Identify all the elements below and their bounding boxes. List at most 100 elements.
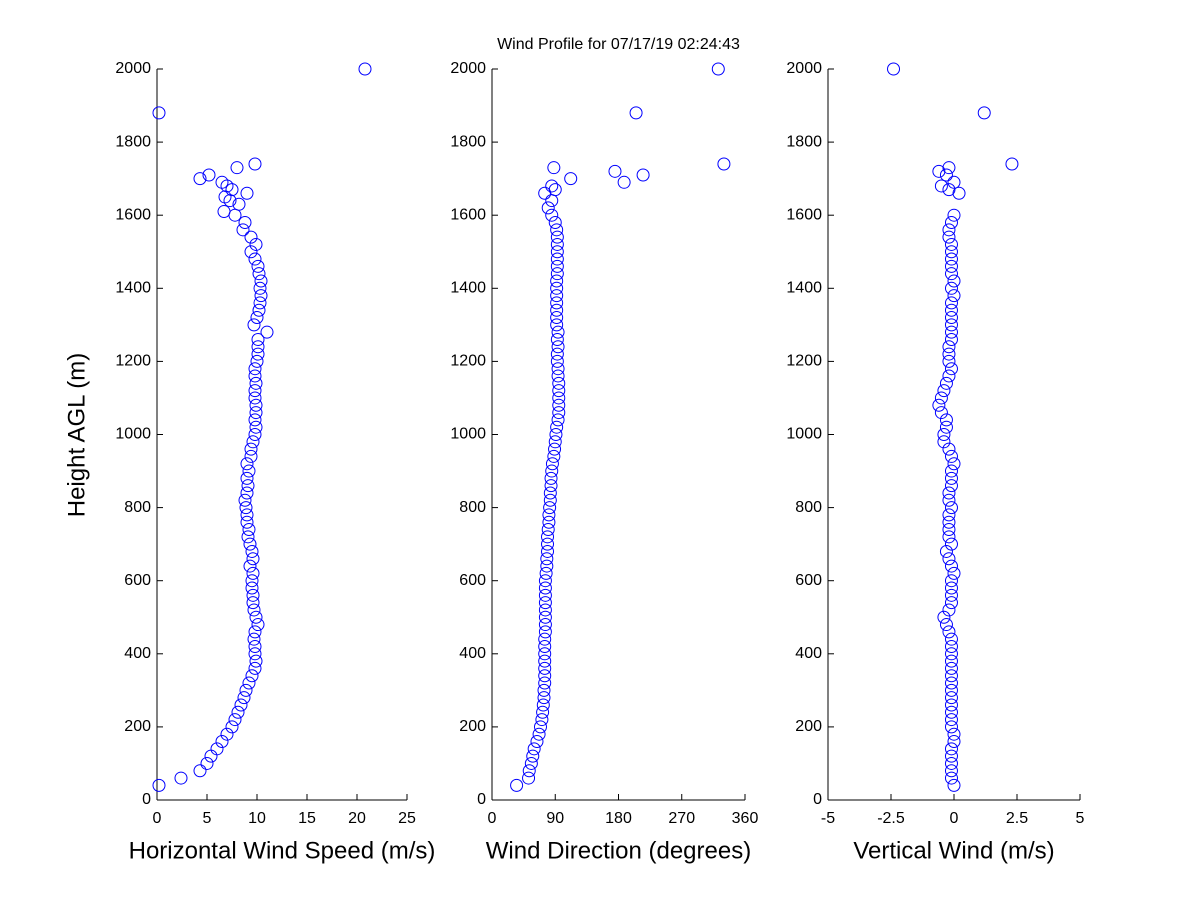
data-point <box>243 559 257 573</box>
data-point <box>944 537 958 551</box>
y-tick-label: 1000 <box>115 426 151 443</box>
data-point <box>550 354 564 368</box>
data-point <box>174 771 188 785</box>
data-point <box>225 183 239 197</box>
data-point <box>551 325 565 339</box>
data-point <box>244 245 258 259</box>
data-point <box>548 435 562 449</box>
data-point <box>932 398 946 412</box>
data-point <box>944 449 958 463</box>
data-point <box>240 471 254 485</box>
data-point <box>547 161 561 175</box>
data-point <box>544 471 558 485</box>
data-point <box>550 230 564 244</box>
data-point <box>238 493 252 507</box>
data-point <box>934 406 948 420</box>
y-tick-label: 1600 <box>115 206 151 223</box>
y-tick-label: 600 <box>124 572 151 589</box>
data-point <box>538 669 552 683</box>
data-point <box>947 175 961 189</box>
data-point <box>538 625 552 639</box>
data-point <box>248 413 262 427</box>
y-tick-label: 600 <box>459 572 486 589</box>
data-point <box>246 435 260 449</box>
data-point <box>552 406 566 420</box>
data-point <box>550 259 564 273</box>
data-point <box>944 647 958 661</box>
data-point <box>952 186 966 200</box>
data-point <box>200 756 214 770</box>
y-tick-label: 0 <box>813 791 822 808</box>
y-tick-label: 1200 <box>450 353 486 370</box>
data-point <box>543 493 557 507</box>
data-point <box>248 647 262 661</box>
data-point <box>942 223 956 237</box>
data-point <box>550 318 564 332</box>
data-point <box>542 508 556 522</box>
data-point <box>538 647 552 661</box>
data-point <box>251 259 265 273</box>
data-point <box>240 486 254 500</box>
x-tick-label: 90 <box>546 810 564 827</box>
x-tick-label: 0 <box>153 810 162 827</box>
data-point <box>522 764 536 778</box>
data-point <box>550 347 564 361</box>
data-point <box>248 625 262 639</box>
x-tick-label: 5 <box>1076 810 1085 827</box>
data-point <box>522 771 536 785</box>
data-point <box>252 267 266 281</box>
data-point <box>944 691 958 705</box>
y-tick-label: 1000 <box>786 426 822 443</box>
data-point <box>944 325 958 339</box>
data-point <box>251 340 265 354</box>
data-point <box>947 457 961 471</box>
x-axis-label: Wind Direction (degrees) <box>486 837 751 864</box>
data-point <box>887 62 901 76</box>
data-point <box>542 515 556 529</box>
data-point <box>617 175 631 189</box>
data-point <box>236 223 250 237</box>
data-point <box>510 778 524 792</box>
data-point <box>215 735 229 749</box>
data-point <box>240 508 254 522</box>
data-point <box>552 398 566 412</box>
data-point <box>541 201 555 215</box>
data-point <box>541 537 555 551</box>
y-tick-label: 1200 <box>115 353 151 370</box>
data-point <box>247 318 261 332</box>
data-point <box>944 705 958 719</box>
y-tick-label: 1600 <box>786 206 822 223</box>
data-point <box>251 618 265 632</box>
data-point <box>245 574 259 588</box>
data-point <box>246 552 260 566</box>
data-point <box>538 676 552 690</box>
data-point <box>260 325 274 339</box>
data-point <box>527 742 541 756</box>
data-point <box>942 354 956 368</box>
data-point <box>937 435 951 449</box>
y-tick-label: 1600 <box>450 206 486 223</box>
y-tick-label: 2000 <box>786 60 822 77</box>
data-point <box>550 245 564 259</box>
x-tick-label: 15 <box>298 810 316 827</box>
data-point <box>550 274 564 288</box>
data-point <box>230 161 244 175</box>
data-point <box>248 391 262 405</box>
data-point <box>636 168 650 182</box>
data-point <box>228 208 242 222</box>
data-point <box>944 574 958 588</box>
data-point <box>538 596 552 610</box>
data-point <box>538 574 552 588</box>
data-point <box>934 391 948 405</box>
data-point <box>552 376 566 390</box>
data-point <box>944 588 958 602</box>
y-tick-label: 1400 <box>450 280 486 297</box>
data-point <box>152 778 166 792</box>
data-point <box>248 369 262 383</box>
data-point <box>944 676 958 690</box>
data-point <box>939 168 953 182</box>
data-point <box>551 340 565 354</box>
data-point <box>248 252 262 266</box>
data-point <box>249 420 263 434</box>
data-point <box>944 245 958 259</box>
